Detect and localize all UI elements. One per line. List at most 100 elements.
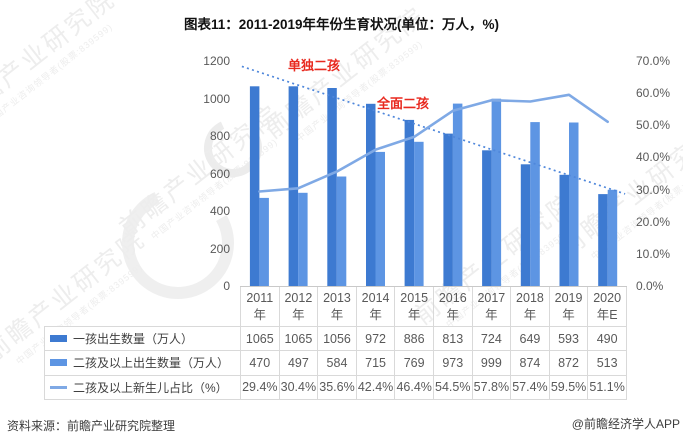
left-axis-tick: 600 xyxy=(209,167,230,181)
bar-second-child xyxy=(491,98,502,286)
value-cell: 886 xyxy=(394,327,433,351)
bar-second-child xyxy=(530,122,540,286)
value-cell: 972 xyxy=(355,327,395,351)
value-cell: 29.4% xyxy=(240,375,279,399)
bar-first-child xyxy=(366,103,376,287)
year-suffix: 年 xyxy=(292,308,305,322)
legend-cell: 一孩出生数量（万人） xyxy=(44,327,240,351)
bar-second-child xyxy=(607,189,618,286)
bar-second-child xyxy=(569,122,579,286)
bar-first-child xyxy=(288,86,299,286)
value-cell: 54.5% xyxy=(432,375,472,399)
right-axis-tick: 20.0% xyxy=(636,215,671,229)
left-axis-tick: 400 xyxy=(209,204,230,218)
page-title: 图表11：2011-2019年年份生育状况(单位：万人，%) xyxy=(183,17,500,32)
bar-first-child xyxy=(404,119,415,287)
value-cell: 59.5% xyxy=(548,375,588,399)
year-suffix: 年 xyxy=(369,308,382,322)
bar-first-child xyxy=(482,150,492,287)
year-suffix: 年 xyxy=(253,308,267,322)
year-number: 2015 xyxy=(400,291,429,305)
right-axis-tick: 70.0% xyxy=(636,54,671,68)
year-number: 2020 xyxy=(593,291,622,305)
bar-first-child xyxy=(559,174,569,286)
year-suffix: 年 xyxy=(446,308,460,322)
year-number: 2014 xyxy=(361,291,390,305)
x-axis-label: 2020 年E xyxy=(587,287,627,326)
value-cell: 593 xyxy=(548,327,588,351)
left-axis-tick: 0 xyxy=(223,279,230,293)
bar-second-child xyxy=(298,192,308,286)
credit-note: @前瞻经济学人APP xyxy=(571,417,680,431)
year-number: 2011 xyxy=(246,291,274,305)
year-number: 2017 xyxy=(477,291,506,305)
value-cell: 513 xyxy=(587,351,627,375)
right-axis-tick: 40.0% xyxy=(636,150,671,164)
year-suffix: 年 xyxy=(407,308,421,322)
legend-label: 一孩出生数量（万人） xyxy=(73,332,194,347)
bar-first-child xyxy=(598,194,608,286)
value-cell: 724 xyxy=(471,327,511,351)
year-suffix: 年 xyxy=(485,308,498,322)
bar-first-child xyxy=(443,133,453,286)
value-cell: 874 xyxy=(510,351,549,375)
value-cell: 1065 xyxy=(278,327,318,351)
x-axis-label: 2013 年 xyxy=(317,287,356,326)
year-number: 2018 xyxy=(516,291,544,305)
table-row: 二孩及以上新生儿占比（%） 29.4% 30.4% 35.6% 42.4% 46… xyxy=(44,375,627,400)
value-cell: 57.8% xyxy=(471,375,511,399)
bar-first-child xyxy=(520,164,531,286)
legend-label: 二孩及以上出生数量（万人） xyxy=(73,356,230,371)
value-cell: 872 xyxy=(548,351,588,375)
value-cell: 813 xyxy=(432,327,472,351)
bar-second-child xyxy=(414,141,424,286)
right-axis-tick: 50.0% xyxy=(636,118,671,132)
value-cell: 490 xyxy=(587,327,627,351)
year-number: 2013 xyxy=(323,291,351,305)
value-cell: 42.4% xyxy=(355,375,395,399)
legend-marker-bar-dark xyxy=(50,335,67,343)
year-number: 2012 xyxy=(284,291,313,305)
left-axis-tick: 200 xyxy=(209,242,230,256)
bar-second-child xyxy=(452,103,463,286)
x-axis-label: 2011 年 xyxy=(240,287,279,326)
left-axis-tick: 1200 xyxy=(203,54,230,68)
x-axis-label: 2018 年 xyxy=(510,287,549,326)
year-suffix: 年 xyxy=(330,308,344,322)
legend-cell: 二孩及以上新生儿占比（%） xyxy=(44,375,240,399)
value-cell: 769 xyxy=(394,351,433,375)
value-cell: 1065 xyxy=(240,327,279,351)
value-cell: 999 xyxy=(471,351,511,375)
left-axis-tick: 1000 xyxy=(203,92,230,106)
value-cell: 715 xyxy=(355,351,395,375)
annotation-dandu-erhai: 单独二孩 xyxy=(288,58,341,73)
x-axis-label: 2015 年 xyxy=(394,287,433,326)
bar-second-child xyxy=(375,151,385,286)
bar-first-child xyxy=(327,88,337,286)
legend-marker-bar-medium xyxy=(50,359,67,367)
value-cell: 1056 xyxy=(317,327,356,351)
left-axis-tick: 800 xyxy=(209,129,230,143)
year-number: 2019 xyxy=(554,291,583,305)
x-axis-label: 2014 年 xyxy=(355,287,395,326)
value-cell: 470 xyxy=(240,351,279,375)
x-axis-row: 2011 年 2012 年 2013 年 2014 年 2015 年 2016 年 2017… xyxy=(240,286,627,326)
bar-first-child xyxy=(249,86,260,286)
value-cell: 51.1% xyxy=(587,375,627,399)
data-table: 一孩出生数量（万人） 1065 1065 1056 972 886 813 72… xyxy=(44,326,627,400)
bar-second-child xyxy=(259,197,269,286)
year-suffix: 年E xyxy=(596,308,618,322)
legend-cell: 二孩及以上出生数量（万人） xyxy=(44,351,240,375)
year-suffix: 年 xyxy=(523,308,537,322)
x-axis-label: 2017 年 xyxy=(471,287,511,326)
x-axis-label: 2016 年 xyxy=(432,287,472,326)
value-cell: 584 xyxy=(317,351,356,375)
value-cell: 649 xyxy=(510,327,549,351)
annotation-quanmian-erhai: 全面二孩 xyxy=(377,96,430,111)
right-axis-tick: 0.0% xyxy=(636,279,664,293)
x-axis-label: 2019 年 xyxy=(548,287,588,326)
value-cell: 497 xyxy=(278,351,318,375)
table-row: 二孩及以上出生数量（万人） 470 497 584 715 769 973 99… xyxy=(44,351,627,376)
